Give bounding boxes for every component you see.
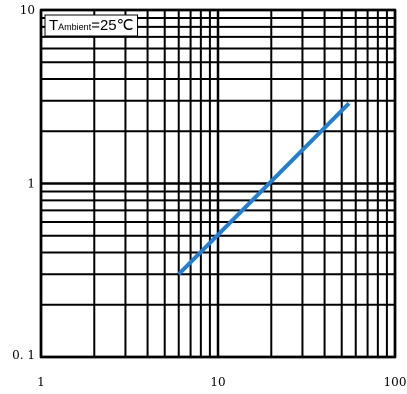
- condition-annotation: TAmbient=25℃: [44, 14, 138, 37]
- plot-frame: [39, 8, 397, 359]
- x-tick-label: 1: [37, 375, 45, 389]
- grid-lines: [39, 8, 397, 359]
- x-tick-label: 100: [384, 375, 407, 389]
- annotation-rest: =25℃: [91, 17, 133, 34]
- y-tick-label: 0. 1: [12, 348, 35, 362]
- series-line: [177, 101, 351, 276]
- annotation-main: T: [49, 17, 58, 34]
- annotation-box: [44, 14, 138, 37]
- x-tick-label: 10: [210, 375, 225, 389]
- annotation-text: TAmbient=25℃: [49, 17, 134, 34]
- y-tick-label: 1: [27, 177, 35, 191]
- series-layer: [177, 101, 351, 276]
- y-tick-label: 10: [20, 3, 35, 17]
- annotation-sub: Ambient: [58, 22, 92, 32]
